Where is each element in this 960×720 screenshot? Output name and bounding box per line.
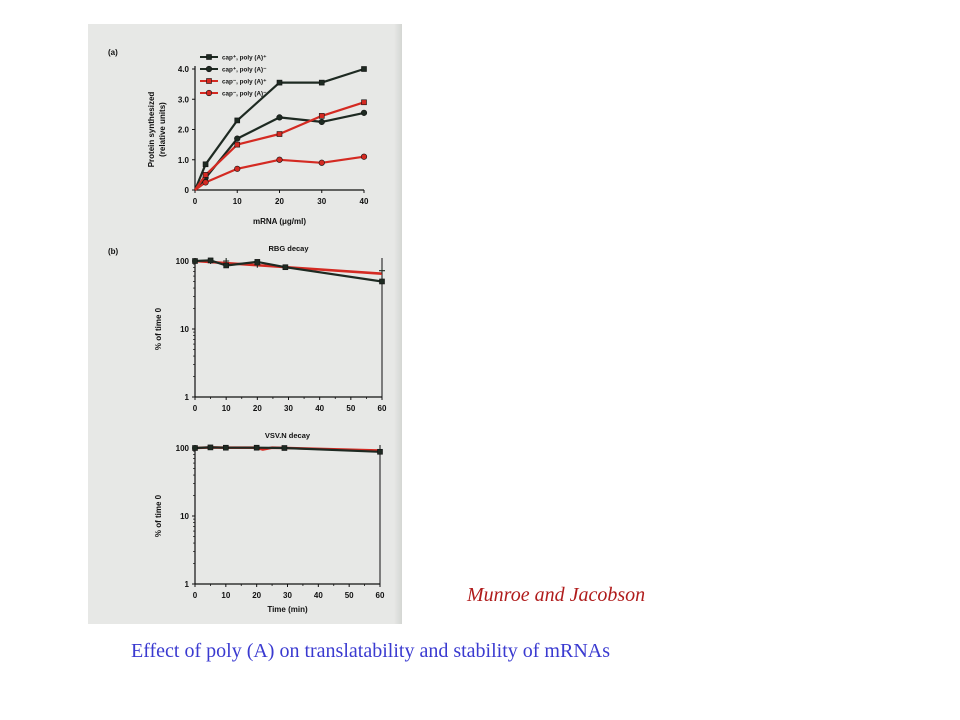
y-tick-label: 10 [180, 325, 189, 334]
credit-text: Munroe and Jacobson [467, 584, 646, 606]
series-4 [194, 153, 368, 191]
x-tick-label: 40 [315, 404, 324, 413]
x-tick-label: 0 [193, 404, 198, 413]
data-point [377, 448, 383, 455]
y-axis-label-units: (relative units) [158, 102, 167, 157]
data-point [234, 141, 241, 148]
data-point [361, 99, 367, 106]
chart-panel-b-vsvn: VSV.N decay 0 10 20 30 40 50 60 1 10 100 Time (min)… [154, 431, 385, 614]
data-point [234, 117, 241, 124]
data-point [276, 156, 283, 163]
x-tick-label: 10 [233, 197, 242, 206]
panel-label: (a) [108, 48, 118, 57]
x-tick-label: 10 [222, 404, 231, 413]
x-tick-label: 20 [253, 404, 262, 413]
x-tick-label: 0 [193, 197, 198, 206]
chart-title: RBG decay [268, 244, 309, 253]
chart-title: VSV.N decay [265, 431, 311, 440]
series-line [194, 111, 365, 191]
x-tick-label: 30 [283, 591, 292, 600]
y-tick-label: 100 [176, 444, 190, 453]
data-point [253, 444, 260, 451]
y-tick-label: 2.0 [178, 126, 190, 135]
legend-swatch-marker [205, 89, 213, 97]
x-tick-label: 30 [284, 404, 293, 413]
data-point [318, 159, 325, 166]
data-point [360, 153, 368, 160]
scan-edge [394, 24, 402, 624]
x-tick-label: 50 [345, 591, 354, 600]
data-point [234, 165, 241, 172]
x-tick-label: 30 [317, 197, 326, 206]
slide-caption: Effect of poly (A) on translatability an… [131, 640, 610, 662]
y-axis-label: % of time 0 [154, 307, 163, 350]
data-point [379, 278, 385, 285]
legend-label: cap⁺, poly (A)⁺ [222, 55, 266, 62]
data-point [202, 172, 209, 178]
x-tick-label: 60 [378, 404, 387, 413]
data-point [234, 135, 241, 142]
data-point [223, 258, 230, 264]
legend-swatch-marker [206, 78, 212, 84]
data-point [202, 161, 209, 168]
chart-panel-a: (a) 0 10 20 30 40 0 1.0 2.0 3.0 4.0 mRNA (μg/ml) Pro… [108, 48, 369, 226]
data-point [379, 267, 385, 274]
data-point [276, 79, 283, 86]
y-tick-label: 3.0 [178, 95, 190, 104]
data-point [281, 445, 288, 451]
legend-swatch-marker [206, 54, 212, 60]
y-tick-label: 100 [176, 257, 190, 266]
y-tick-label: 4.0 [178, 65, 190, 74]
panel-label: (b) [108, 247, 119, 256]
y-tick-label: 0 [185, 186, 190, 195]
x-tick-label: 10 [221, 591, 230, 600]
x-tick-label: 50 [346, 404, 355, 413]
legend: cap⁺, poly (A)⁺ cap⁺, poly (A)⁻ cap⁻, poly… [200, 54, 266, 98]
data-point [276, 114, 283, 121]
data-point [192, 258, 198, 264]
figure-scan: (a) 0 10 20 30 40 0 1.0 2.0 3.0 4.0 mRNA (μg/ml) Pro… [88, 24, 402, 624]
x-tick-label: 20 [252, 591, 261, 600]
x-tick-label: 20 [275, 197, 284, 206]
series-3 [207, 258, 385, 274]
data-point [207, 444, 214, 451]
chart-panel-b-rbg: (b) RBG decay 0 10 20 30 40 50 60 1 10 100 % of time… [108, 244, 387, 413]
data-point [207, 258, 214, 264]
y-tick-label: 1 [185, 393, 190, 402]
x-tick-label: 60 [376, 591, 385, 600]
y-axis-label: Protein synthesized [147, 92, 156, 168]
data-point [276, 131, 283, 137]
legend-label: cap⁺, poly (A)⁻ [222, 67, 266, 74]
legend-swatch-marker [205, 65, 213, 73]
y-tick-label: 10 [180, 512, 189, 521]
y-axis-label: % of time 0 [154, 494, 163, 537]
data-point [361, 66, 367, 72]
data-point [223, 444, 229, 451]
data-point [202, 179, 209, 186]
y-tick-label: 1.0 [178, 156, 190, 165]
data-point [318, 118, 325, 126]
series-3 [194, 99, 367, 191]
x-tick-label: 40 [360, 197, 369, 206]
x-axis-label: mRNA (μg/ml) [253, 217, 306, 226]
data-point [254, 261, 261, 268]
legend-label: cap⁻, poly (A)⁺ [222, 79, 266, 86]
series-2 [194, 109, 368, 191]
series-line [193, 67, 365, 191]
data-point [318, 113, 325, 119]
series-line [194, 446, 381, 453]
x-axis-label: Time (min) [267, 605, 308, 614]
series-2 [192, 444, 383, 455]
data-point [192, 445, 198, 451]
data-point [360, 109, 368, 116]
data-point [318, 79, 325, 86]
y-tick-label: 1 [185, 580, 190, 589]
data-point [282, 264, 289, 271]
x-tick-label: 0 [193, 591, 198, 600]
x-tick-label: 40 [314, 591, 323, 600]
legend-label: cap⁻, poly (A)⁻ [222, 91, 266, 98]
series-1 [193, 66, 367, 191]
